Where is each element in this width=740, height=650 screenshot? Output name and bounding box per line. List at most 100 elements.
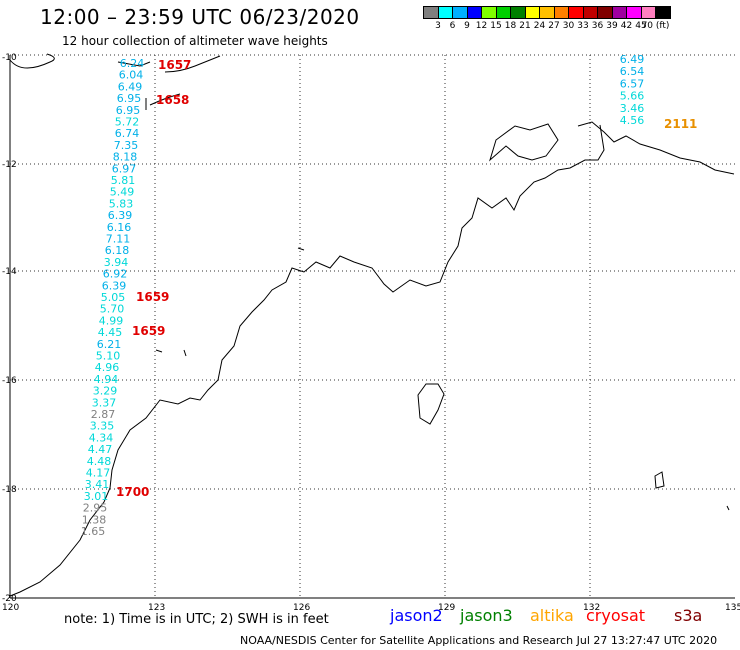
wave-height-label: 2.95 <box>83 502 108 515</box>
color-scale-label: 6 <box>449 21 456 31</box>
page-subtitle: 12 hour collection of altimeter wave hei… <box>62 34 328 48</box>
color-scale-label: 30 <box>562 21 575 31</box>
color-scale-label: 33 <box>577 21 589 31</box>
legend-jason2: jason2 <box>390 606 443 625</box>
coastline-main <box>9 124 605 597</box>
coastline-kimberley <box>489 123 559 162</box>
color-scale-label: 70 (ft) <box>641 21 670 31</box>
wave-height-label: 4.34 <box>89 431 114 444</box>
legend-s3a: s3a <box>674 606 703 625</box>
color-scale-label: 15 <box>490 21 502 31</box>
x-tick-label: 120 <box>2 603 19 613</box>
wave-height-label: 5.72 <box>115 116 140 129</box>
wave-height-label: 6.39 <box>108 209 133 222</box>
y-tick-label: -20 <box>2 594 17 604</box>
wave-height-label: 4.48 <box>87 455 112 468</box>
time-label: 1657 <box>158 58 191 72</box>
color-scale-label: 27 <box>548 21 560 31</box>
wave-height-label: 6.49 <box>620 53 645 66</box>
legend-jason3: jason3 <box>460 606 513 625</box>
wave-height-label: 4.45 <box>98 326 123 339</box>
coastline-sumba <box>117 61 151 67</box>
wave-height-label: 6.54 <box>620 65 645 78</box>
coastline-islands <box>155 247 730 511</box>
coastline-north <box>577 121 735 175</box>
color-scale-label: 21 <box>519 21 531 31</box>
time-label: 1700 <box>116 485 149 499</box>
wave-height-label: 3.01 <box>84 490 109 503</box>
track-east: 6.496.546.575.663.464.56 <box>620 53 645 127</box>
x-tick-label: 129 <box>438 603 455 613</box>
wave-height-label: 4.99 <box>99 314 124 327</box>
wave-height-label: 1.65 <box>81 525 106 538</box>
x-tick-label: 132 <box>583 603 600 613</box>
coastline-flores <box>149 55 221 106</box>
color-scale-label: 24 <box>533 21 546 31</box>
wave-height-label: 3.46 <box>620 102 645 115</box>
page-title: 12:00 – 23:59 UTC 06/23/2020 <box>40 5 360 29</box>
time-label: 1658 <box>156 93 189 107</box>
wave-height-label: 5.10 <box>96 350 121 363</box>
wave-height-label: 6.92 <box>103 268 128 281</box>
wave-height-label: 4.17 <box>86 467 111 480</box>
axis-labels: 120 123 126 129 132 135 -10 -12 -14 -16 -18 -20 <box>2 53 740 613</box>
color-scale-label: 45 <box>635 21 647 31</box>
wave-height-label: 5.66 <box>620 90 645 103</box>
coastline-timor <box>9 53 55 69</box>
y-tick-label: -18 <box>2 485 17 495</box>
color-scale-swatches <box>423 6 671 19</box>
wave-height-label: 5.83 <box>109 197 134 210</box>
y-tick-label: -16 <box>2 376 17 386</box>
wave-height-label: 8.18 <box>113 151 138 164</box>
wave-height-label: 3.94 <box>104 256 129 269</box>
y-tick-label: -14 <box>2 267 17 277</box>
wave-height-label: 2.87 <box>91 408 116 421</box>
wave-height-label: 3.37 <box>92 396 117 409</box>
wave-height-label: 6.24 <box>120 57 145 70</box>
color-scale-swatch <box>655 6 671 19</box>
time-labels: 1657 1658 1659 1659 1700 2111 <box>116 58 697 499</box>
color-scale: 3 6 9 12 15 18 21 24 27 30 33 36 39 42 45 70 (ft) <box>423 6 671 31</box>
legend-cryosat: cryosat <box>586 606 646 625</box>
wave-height-label: 6.16 <box>107 221 132 234</box>
wave-height-label: 5.70 <box>100 303 125 316</box>
wave-height-label: 6.18 <box>105 244 130 257</box>
map-frame <box>9 55 735 599</box>
time-label: 1659 <box>136 290 169 304</box>
color-scale-label: 39 <box>606 21 618 31</box>
color-scale-label: 18 <box>504 21 517 31</box>
map-grid <box>10 54 735 598</box>
color-scale-labels: 3 6 9 12 15 18 21 24 27 30 33 36 39 42 45 70 (ft) <box>423 19 670 31</box>
x-tick-label: 126 <box>293 603 310 613</box>
credit-line: NOAA/NESDIS Center for Satellite Applica… <box>240 634 718 647</box>
legend-altika: altika <box>530 606 574 625</box>
wave-height-label: 5.05 <box>101 291 126 304</box>
x-tick-label: 123 <box>148 603 165 613</box>
time-label: 1659 <box>132 324 165 338</box>
y-tick-label: -12 <box>2 160 17 170</box>
wave-height-label: 3.41 <box>85 478 110 491</box>
footer-note: note: 1) Time is in UTC; 2) SWH is in fe… <box>64 612 329 627</box>
wave-height-label: 6.04 <box>119 69 144 82</box>
wave-height-label: 3.35 <box>90 420 115 433</box>
wave-height-label: 5.49 <box>110 186 135 199</box>
wave-height-label: 6.95 <box>116 104 141 117</box>
color-scale-label: 36 <box>591 21 604 31</box>
wave-height-label: 7.35 <box>114 139 139 152</box>
wave-height-label: 6.97 <box>112 162 137 175</box>
wave-height-label: 4.47 <box>88 443 113 456</box>
wave-height-label: 6.95 <box>117 92 142 105</box>
wave-height-label: 6.21 <box>97 338 122 351</box>
wave-height-label: 5.81 <box>111 174 136 187</box>
color-scale-label: 12 <box>475 21 488 31</box>
time-label: 2111 <box>664 117 697 131</box>
wave-height-label: 7.11 <box>106 233 131 246</box>
y-tick-label: -10 <box>2 53 17 63</box>
wave-height-label: 6.57 <box>620 77 645 90</box>
wave-height-label: 6.49 <box>118 80 143 93</box>
color-scale-label: 42 <box>620 21 633 31</box>
coastline-tiwi <box>417 383 445 425</box>
track-west: 6.246.046.496.956.955.726.747.358.186.97… <box>81 57 147 538</box>
wave-height-label: 1.38 <box>82 513 107 526</box>
